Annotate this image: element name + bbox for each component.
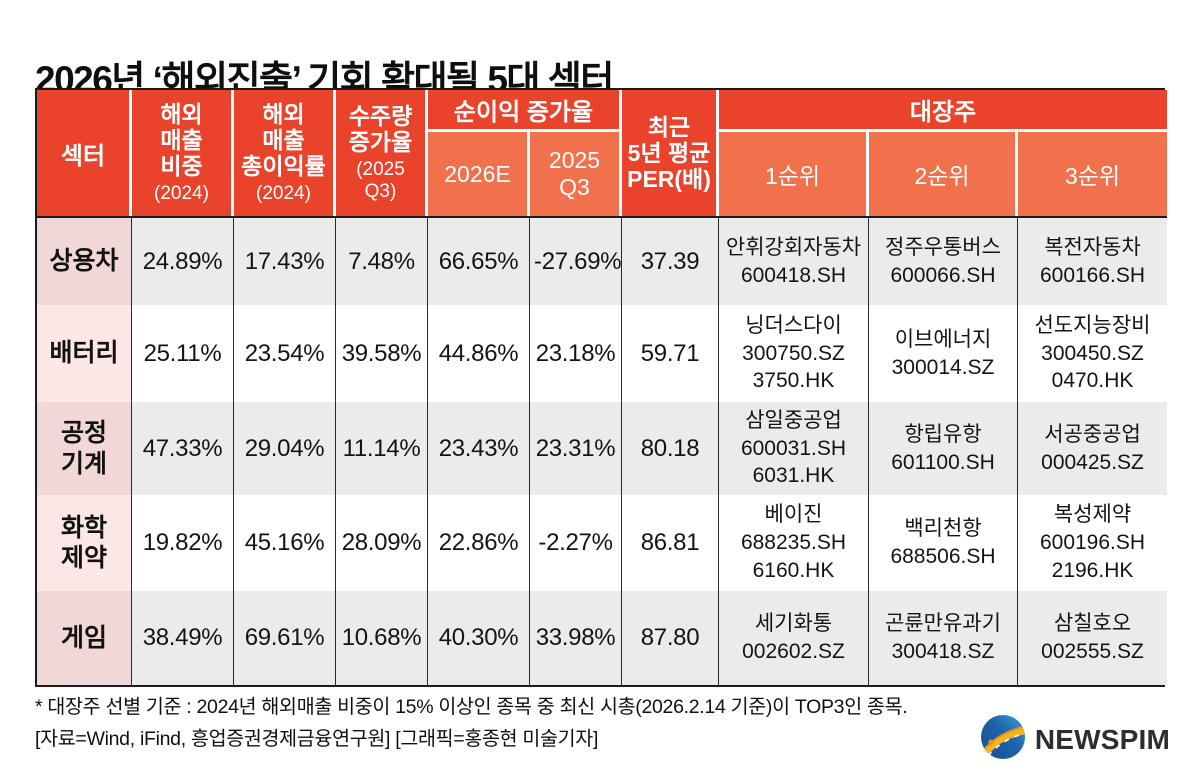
value-cell: -2.27% [530, 495, 622, 591]
newspim-logo: NEWSPIM [980, 714, 1170, 765]
column-group-net-profit-growth: 순이익 증가율 [428, 90, 622, 132]
column-subheader-2026e: 2026E [428, 132, 530, 216]
value-cell: 22.86% [428, 495, 530, 591]
stock-cell: 곤륜만유과기 300418.SZ [869, 591, 1018, 685]
sector-cell: 화학 제약 [37, 495, 132, 591]
value-cell: 10.68% [336, 591, 428, 685]
column-subheader-rank1: 1순위 [719, 132, 869, 216]
value-cell: 7.48% [336, 216, 428, 305]
column-subheader-rank2: 2순위 [869, 132, 1018, 216]
stock-cell: 복성제약 600196.SH 2196.HK [1018, 495, 1168, 591]
stock-cell: 삼일중공업 600031.SH 6031.HK [719, 402, 869, 495]
newspim-globe-icon [980, 714, 1026, 765]
value-cell: 47.33% [132, 402, 234, 495]
stock-cell: 닝더스다이 300750.SZ 3750.HK [719, 305, 869, 402]
column-subheader-rank3: 3순위 [1018, 132, 1168, 216]
stock-cell: 삼칠호오 002555.SZ [1018, 591, 1168, 685]
sector-cell: 공정 기계 [37, 402, 132, 495]
value-cell: 23.54% [234, 305, 336, 402]
value-cell: 37.39 [622, 216, 719, 305]
stock-cell: 베이진 688235.SH 6160.HK [719, 495, 869, 591]
source-credit: [자료=Wind, iFind, 흥업증권경제금융연구원] [그래픽=홍종현 미… [35, 728, 599, 750]
stock-cell: 복전자동차 600166.SH [1018, 216, 1168, 305]
value-cell: 86.81 [622, 495, 719, 591]
value-cell: 23.18% [530, 305, 622, 402]
stock-cell: 백리천항 688506.SH [869, 495, 1018, 591]
sector-table: 섹터 해외 매출 비중 (2024) 해외 매출 총이익률 (2024) 수주량… [37, 90, 1168, 685]
stock-cell: 이브에너지 300014.SZ [869, 305, 1018, 402]
value-cell: 17.43% [234, 216, 336, 305]
column-subheader-2025q3: 2025 Q3 [530, 132, 622, 216]
value-cell: 59.71 [622, 305, 719, 402]
value-cell: 28.09% [336, 495, 428, 591]
value-cell: 40.30% [428, 591, 530, 685]
value-cell: 19.82% [132, 495, 234, 591]
value-cell: 33.98% [530, 591, 622, 685]
column-group-leading-stocks: 대장주 [719, 90, 1168, 132]
table-row-commercial-vehicles: 상용차 24.89% 17.43% 7.48% 66.65% -27.69% 3… [37, 216, 1168, 305]
value-cell: 24.89% [132, 216, 234, 305]
table-row-machinery: 공정 기계 47.33% 29.04% 11.14% 23.43% 23.31%… [37, 402, 1168, 495]
value-cell: 29.04% [234, 402, 336, 495]
value-cell: 87.80 [622, 591, 719, 685]
column-header-per: 최근 5년 평균 PER(배) [622, 90, 719, 216]
stock-cell: 서공중공업 000425.SZ [1018, 402, 1168, 495]
sector-cell: 상용차 [37, 216, 132, 305]
value-cell: 23.43% [428, 402, 530, 495]
value-cell: 38.49% [132, 591, 234, 685]
footnote: * 대장주 선별 기준 : 2024년 해외매출 비중이 15% 이상인 종목 … [35, 696, 908, 718]
value-cell: -27.69% [530, 216, 622, 305]
stock-cell: 항립유항 601100.SH [869, 402, 1018, 495]
stock-cell: 선도지능장비 300450.SZ 0470.HK [1018, 305, 1168, 402]
sector-table-wrapper: 섹터 해외 매출 비중 (2024) 해외 매출 총이익률 (2024) 수주량… [35, 88, 1168, 687]
value-cell: 39.58% [336, 305, 428, 402]
column-header-order-growth: 수주량 증가율 (2025 Q3) [336, 90, 428, 216]
newspim-wordmark: NEWSPIM [1034, 723, 1170, 755]
sector-cell: 게임 [37, 591, 132, 685]
stock-cell: 안휘강회자동차 600418.SH [719, 216, 869, 305]
column-header-sector: 섹터 [37, 90, 132, 216]
table-row-chem-pharma: 화학 제약 19.82% 45.16% 28.09% 22.86% -2.27%… [37, 495, 1168, 591]
value-cell: 66.65% [428, 216, 530, 305]
value-cell: 23.31% [530, 402, 622, 495]
value-cell: 11.14% [336, 402, 428, 495]
value-cell: 80.18 [622, 402, 719, 495]
table-row-game: 게임 38.49% 69.61% 10.68% 40.30% 33.98% 87… [37, 591, 1168, 685]
value-cell: 69.61% [234, 591, 336, 685]
column-header-overseas-share: 해외 매출 비중 (2024) [132, 90, 234, 216]
sector-cell: 배터리 [37, 305, 132, 402]
value-cell: 45.16% [234, 495, 336, 591]
column-header-gross-margin: 해외 매출 총이익률 (2024) [234, 90, 336, 216]
value-cell: 44.86% [428, 305, 530, 402]
stock-cell: 세기화통 002602.SZ [719, 591, 869, 685]
table-row-battery: 배터리 25.11% 23.54% 39.58% 44.86% 23.18% 5… [37, 305, 1168, 402]
value-cell: 25.11% [132, 305, 234, 402]
stock-cell: 정주우통버스 600066.SH [869, 216, 1018, 305]
